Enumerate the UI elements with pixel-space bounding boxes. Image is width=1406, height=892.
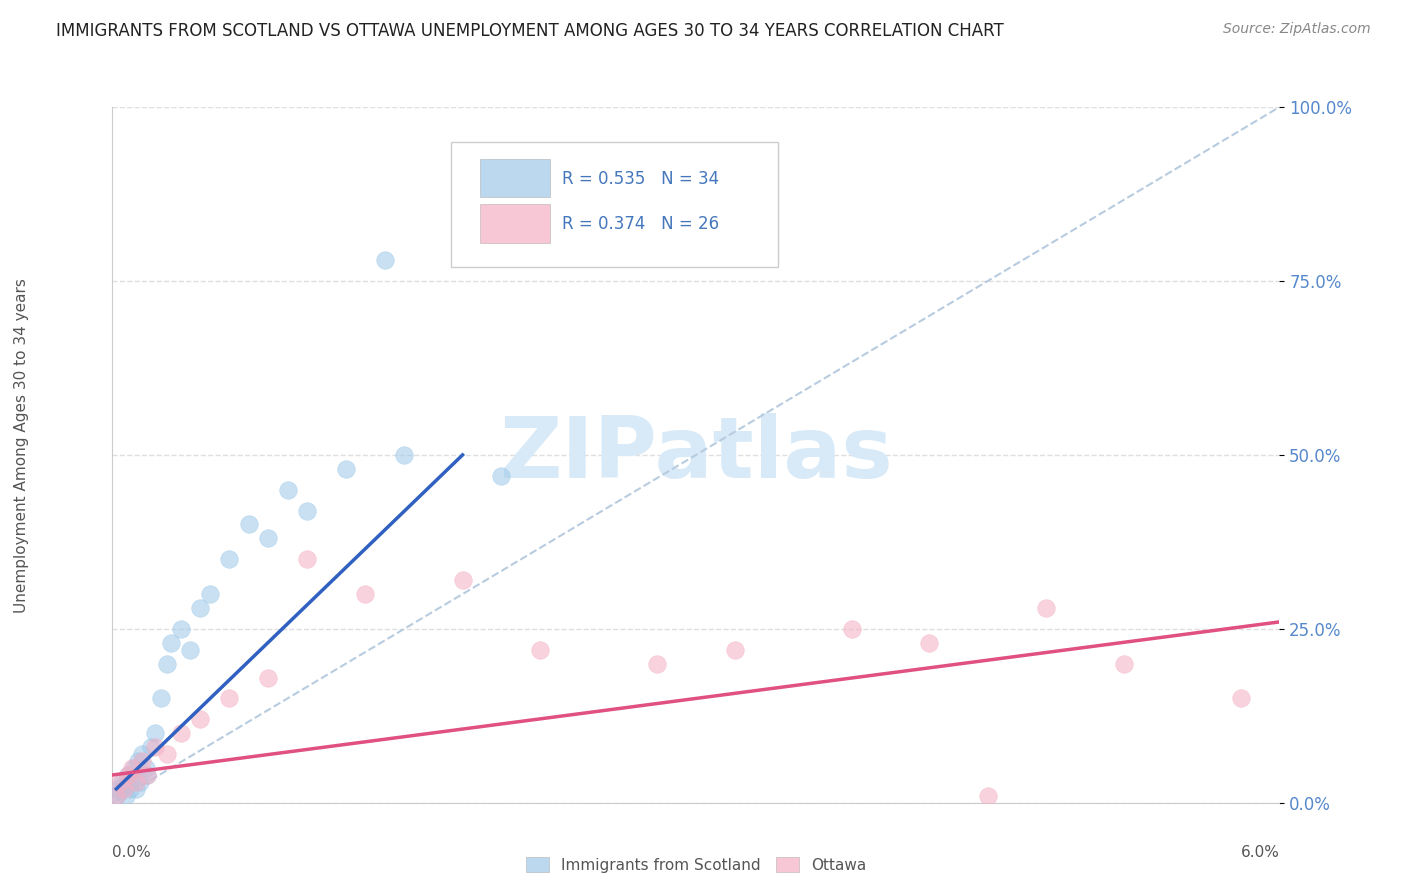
Point [118, 781, 141, 796]
Point [451, 573, 474, 587]
Point [645, 657, 668, 671]
Point [918, 636, 941, 650]
Point [198, 587, 221, 601]
Text: 6.0%: 6.0% [1240, 845, 1279, 860]
Point [841, 622, 863, 636]
Point [1229, 691, 1251, 706]
Point [105, 789, 128, 803]
Point [159, 636, 183, 650]
Point [143, 726, 166, 740]
Text: ZIPatlas: ZIPatlas [499, 413, 893, 497]
Point [169, 622, 191, 636]
Point [295, 503, 318, 517]
Point [131, 747, 153, 761]
Point [143, 740, 166, 755]
Point [107, 781, 129, 796]
Point [1035, 601, 1057, 615]
Point [111, 775, 134, 789]
FancyBboxPatch shape [479, 204, 550, 243]
Point [218, 691, 240, 706]
Point [392, 448, 415, 462]
Point [136, 768, 159, 782]
Point [110, 775, 132, 789]
Point [105, 789, 128, 803]
Point [121, 772, 143, 786]
Point [976, 789, 998, 803]
Text: R = 0.535   N = 34: R = 0.535 N = 34 [562, 169, 718, 187]
Point [218, 552, 240, 566]
Point [128, 775, 150, 789]
Point [131, 754, 153, 768]
Point [110, 785, 132, 799]
Point [117, 768, 139, 782]
Point [257, 671, 280, 685]
Point [491, 468, 513, 483]
Point [135, 761, 157, 775]
Text: 0.0%: 0.0% [112, 845, 152, 860]
FancyBboxPatch shape [451, 142, 778, 267]
Point [335, 462, 357, 476]
Point [276, 483, 298, 497]
Point [112, 781, 135, 796]
Text: IMMIGRANTS FROM SCOTLAND VS OTTAWA UNEMPLOYMENT AMONG AGES 30 TO 34 YEARS CORREL: IMMIGRANTS FROM SCOTLAND VS OTTAWA UNEMP… [56, 22, 1004, 40]
Point [136, 768, 159, 782]
Point [529, 642, 551, 657]
Point [112, 778, 135, 792]
Text: R = 0.374   N = 26: R = 0.374 N = 26 [562, 215, 718, 233]
Point [121, 761, 143, 775]
Point [141, 740, 163, 755]
Point [169, 726, 191, 740]
Point [115, 789, 138, 803]
Point [125, 781, 148, 796]
Point [156, 657, 179, 671]
Point [127, 754, 149, 768]
Point [179, 642, 201, 657]
Point [257, 532, 280, 546]
Point [374, 253, 396, 268]
Point [122, 761, 145, 775]
Legend: Immigrants from Scotland, Ottawa: Immigrants from Scotland, Ottawa [520, 850, 872, 879]
Point [188, 712, 211, 726]
Point [1112, 657, 1135, 671]
Text: Unemployment Among Ages 30 to 34 years: Unemployment Among Ages 30 to 34 years [14, 278, 28, 614]
Point [354, 587, 377, 601]
Point [156, 747, 179, 761]
Point [238, 517, 260, 532]
Point [150, 691, 173, 706]
Point [188, 601, 211, 615]
Point [295, 552, 318, 566]
Point [724, 642, 747, 657]
Point [117, 768, 139, 782]
Text: Source: ZipAtlas.com: Source: ZipAtlas.com [1223, 22, 1371, 37]
FancyBboxPatch shape [479, 159, 550, 197]
Point [125, 775, 148, 789]
